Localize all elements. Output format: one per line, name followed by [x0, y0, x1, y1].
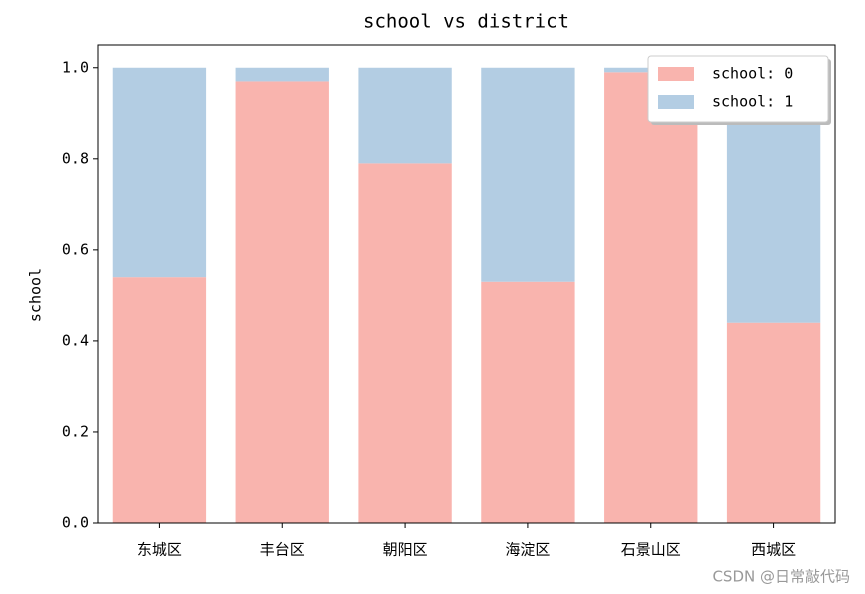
legend: school: 0 school: 1: [647, 55, 831, 125]
y-tick-label: 0.4: [62, 331, 89, 349]
y-tick-label: 1.0: [62, 58, 89, 76]
chart-title: school vs district: [363, 11, 569, 33]
bar-segment: [726, 322, 821, 523]
bar-segment: [481, 281, 575, 523]
plot-frame: [97, 44, 836, 524]
legend-label: school: 1: [712, 93, 793, 111]
y-axis-label: school: [27, 268, 45, 322]
legend-label: school: 0: [712, 65, 793, 83]
legend-swatch: [658, 95, 694, 109]
bar-segment: [358, 67, 452, 164]
y-tick-label: 0.2: [62, 422, 89, 440]
bar-segment: [358, 163, 452, 523]
bar-segment: [235, 81, 329, 524]
legend-swatch: [658, 67, 694, 81]
x-tick-label: 朝阳区: [383, 541, 428, 559]
x-tick-label: 石景山区: [621, 541, 681, 559]
bar-segment: [604, 72, 698, 524]
bar-segment: [235, 67, 329, 82]
bar-segment: [112, 67, 207, 278]
y-tick-label: 0.8: [62, 149, 89, 167]
watermark: CSDN @日常敲代码: [712, 568, 850, 586]
bar-segment: [481, 67, 575, 282]
x-tick-label: 东城区: [137, 541, 182, 559]
x-tick-label: 丰台区: [260, 541, 305, 559]
x-tick-label: 海淀区: [505, 541, 550, 559]
y-tick-label: 0.0: [62, 514, 89, 532]
x-tick-label: 西城区: [751, 541, 796, 559]
y-tick-label: 0.6: [62, 240, 89, 258]
bar-segment: [112, 277, 207, 523]
